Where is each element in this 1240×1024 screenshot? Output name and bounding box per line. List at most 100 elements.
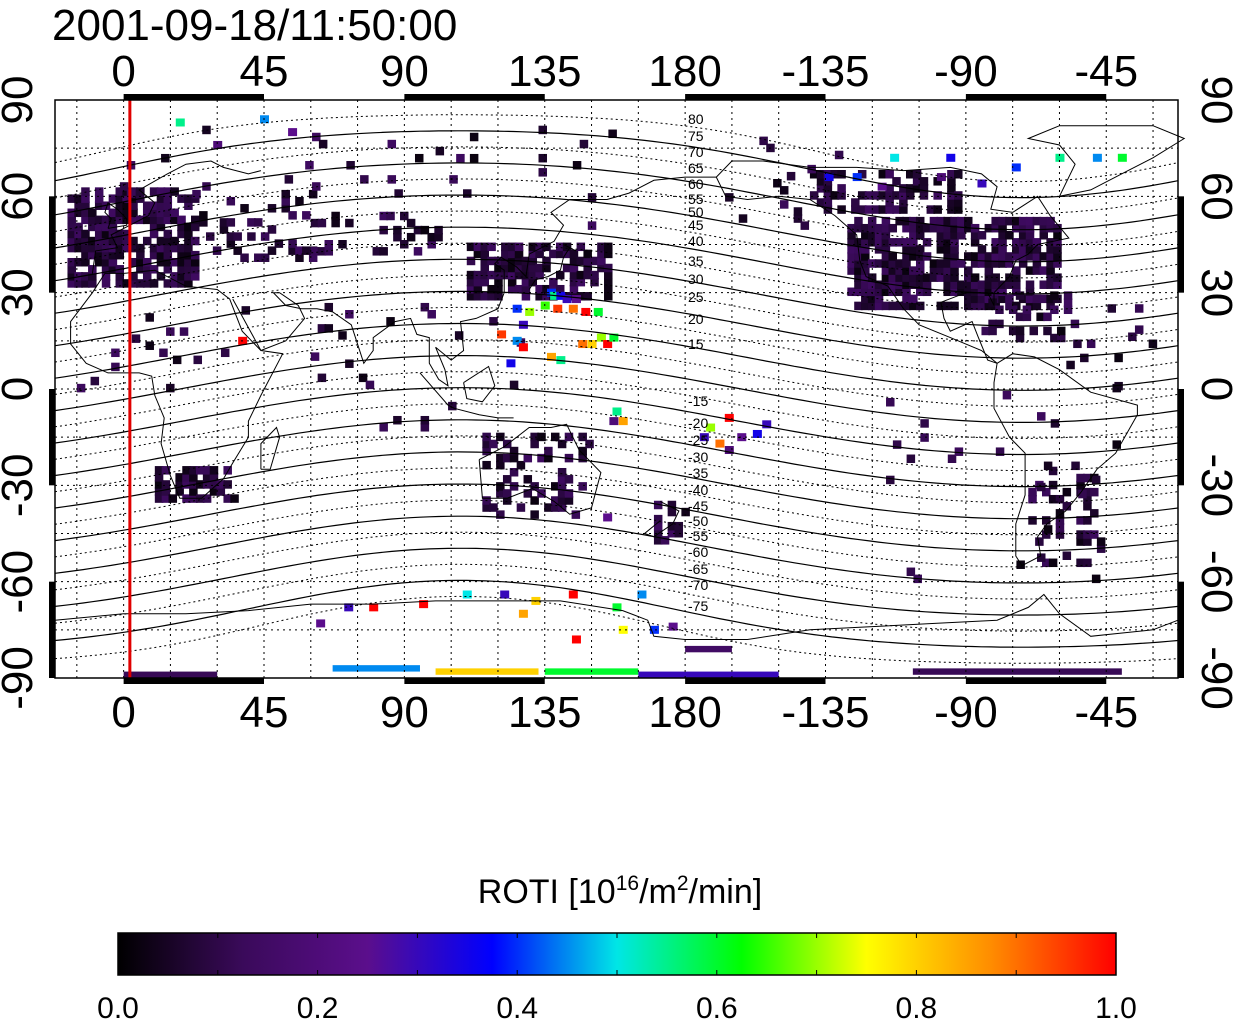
roti-cell-background [170,215,179,225]
roti-cell-background [881,252,891,261]
roti-cell-background [184,236,193,246]
roti-cell-background [936,231,946,240]
roti-cell-background [1076,537,1085,546]
contour-label-south: -50 [688,513,708,529]
roti-cell-background [885,184,894,193]
roti-cell-background [816,184,826,193]
roti-cell-background [915,280,925,289]
roti-cell-background [177,215,186,225]
roti-cell-background [1078,489,1087,499]
contour-label-north: 15 [688,336,704,352]
roti-cell-background [466,256,476,266]
roti-cell-background [608,129,617,139]
mag-lat-contour [54,162,1179,231]
roti-cell-background [199,218,208,227]
roti-cell [946,153,956,162]
roti-cell-background [161,480,171,489]
roti-cell-background [101,243,111,253]
roti-cell-background [988,319,997,329]
roti-cell-background [480,270,489,280]
roti-cell-background [881,216,891,226]
roti-cell-background [521,263,531,273]
roti-cell-background [562,263,572,273]
roti-cell-background [216,480,226,489]
roti-cell-background [393,232,402,242]
roti-cell-background [81,250,90,260]
roti-cell-background [597,256,606,266]
roti-cell-background [129,257,138,267]
roti-cell [618,625,628,634]
contour-label-south: -30 [688,449,708,465]
roti-cell-background [1083,516,1092,525]
roti-cell-background [874,280,884,289]
roti-cell-background [101,215,111,225]
roti-cell-background [970,273,980,282]
roti-cell-background [1032,216,1042,226]
roti-cell-background [823,184,833,193]
roti-cell-background [830,191,839,200]
frame-bar-bottom [685,678,826,684]
roti-cell-background [936,273,946,282]
contour-label-north: 70 [688,144,704,160]
roti-cell-background [929,216,939,226]
roti-cell-background [1073,339,1082,349]
roti-cell-background [108,208,118,218]
roti-cell-background [562,249,572,259]
roti-cell-background [1083,502,1092,511]
roti-cell-background [550,496,560,505]
roti-cell-background [175,487,184,496]
roti-cell-background [509,446,519,456]
roti-cell-background [74,279,83,288]
roti-cell-background [738,214,748,223]
roti-cell-background [521,277,531,287]
roti-cell-background [1053,259,1062,268]
roti-cell-background [535,242,544,252]
coastline [70,269,284,499]
roti-cell-background [480,263,489,273]
roti-cell-background [895,287,904,297]
roti-cell-background [67,222,76,232]
roti-cell-background [881,287,891,297]
roti-cell-background [823,205,833,214]
roti-cell-background [1066,360,1075,370]
roti-cell-background [1028,487,1037,497]
roti-cell-background [915,273,925,282]
roti-cell-background [88,243,97,253]
roti-cell-background [915,216,925,226]
roti-cell-background [501,263,510,273]
roti-cell-background [67,236,76,246]
x-tick-label-top: 90 [380,47,429,96]
roti-cell-background [507,284,517,294]
roti-cell-background [494,270,503,280]
roti-cell-background [991,287,1000,297]
roti-cell-background [1053,252,1062,261]
roti-cell-background [507,270,517,280]
roti-cell-background [590,256,599,266]
roti-cell-background [161,466,171,475]
roti-cell-background [177,257,186,267]
frame-bar-bottom [123,678,265,684]
roti-cell-background [74,201,83,210]
colorbar-tick-label: 1.0 [1095,992,1137,1024]
roti-cell-background [957,223,966,233]
roti-cell-background [310,218,320,228]
roti-cell-background [1008,326,1018,336]
roti-cell-background [902,287,911,297]
roti-cell-background [379,211,388,221]
roti-cell-background [463,189,472,198]
roti-cell-background [111,362,120,372]
roti-cell-background [578,482,587,491]
roti-cell-background [156,208,166,218]
roti-cell-background [604,292,613,301]
roti-cell-background [88,208,97,218]
roti-cell-background [1107,304,1117,313]
roti-cell-background [494,292,503,301]
roti-cell-background [274,239,284,248]
roti-cell-background [184,272,193,281]
roti-cell-background [166,327,175,336]
roti-cell [581,307,591,316]
roti-cell-background [317,373,327,383]
roti-cell-background [502,475,512,484]
mag-lat-contour [54,194,1179,263]
roti-cell-background [448,401,457,411]
